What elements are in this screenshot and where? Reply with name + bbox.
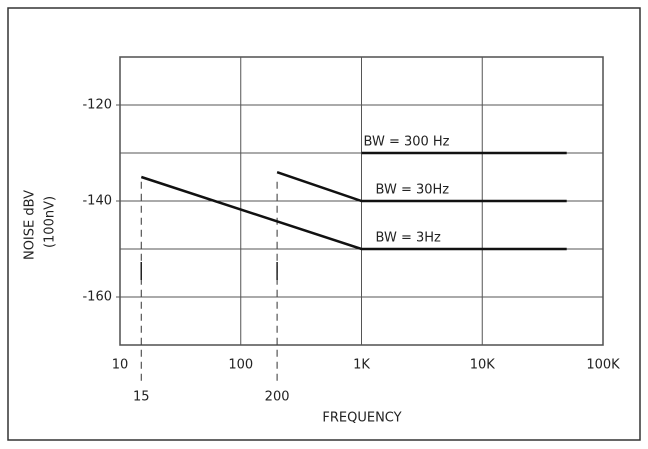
marker-label: 200 <box>265 390 290 405</box>
marker-label: 15 <box>133 390 150 405</box>
x-axis-label: FREQUENCY <box>322 411 401 426</box>
y-axis-unit: (100nV) <box>43 196 58 248</box>
frame <box>7 7 641 441</box>
series-label: BW = 3Hz <box>376 231 442 246</box>
series-line <box>276 171 567 203</box>
series-line <box>140 175 567 251</box>
series-label: BW = 300 Hz <box>364 135 450 150</box>
y-axis-label: NOISE dBV <box>23 190 38 260</box>
x-tick-label: 1K <box>353 358 370 373</box>
y-tick-label: -160 <box>82 290 112 305</box>
y-tick-label: -120 <box>82 98 112 113</box>
x-tick-label: 100K <box>586 358 620 373</box>
y-tick-label: -140 <box>82 194 112 209</box>
x-tick-label: 10K <box>470 358 496 373</box>
x-tick-label: 10 <box>112 358 129 373</box>
series-label: BW = 30Hz <box>376 183 450 198</box>
x-tick-label: 100 <box>228 358 253 373</box>
